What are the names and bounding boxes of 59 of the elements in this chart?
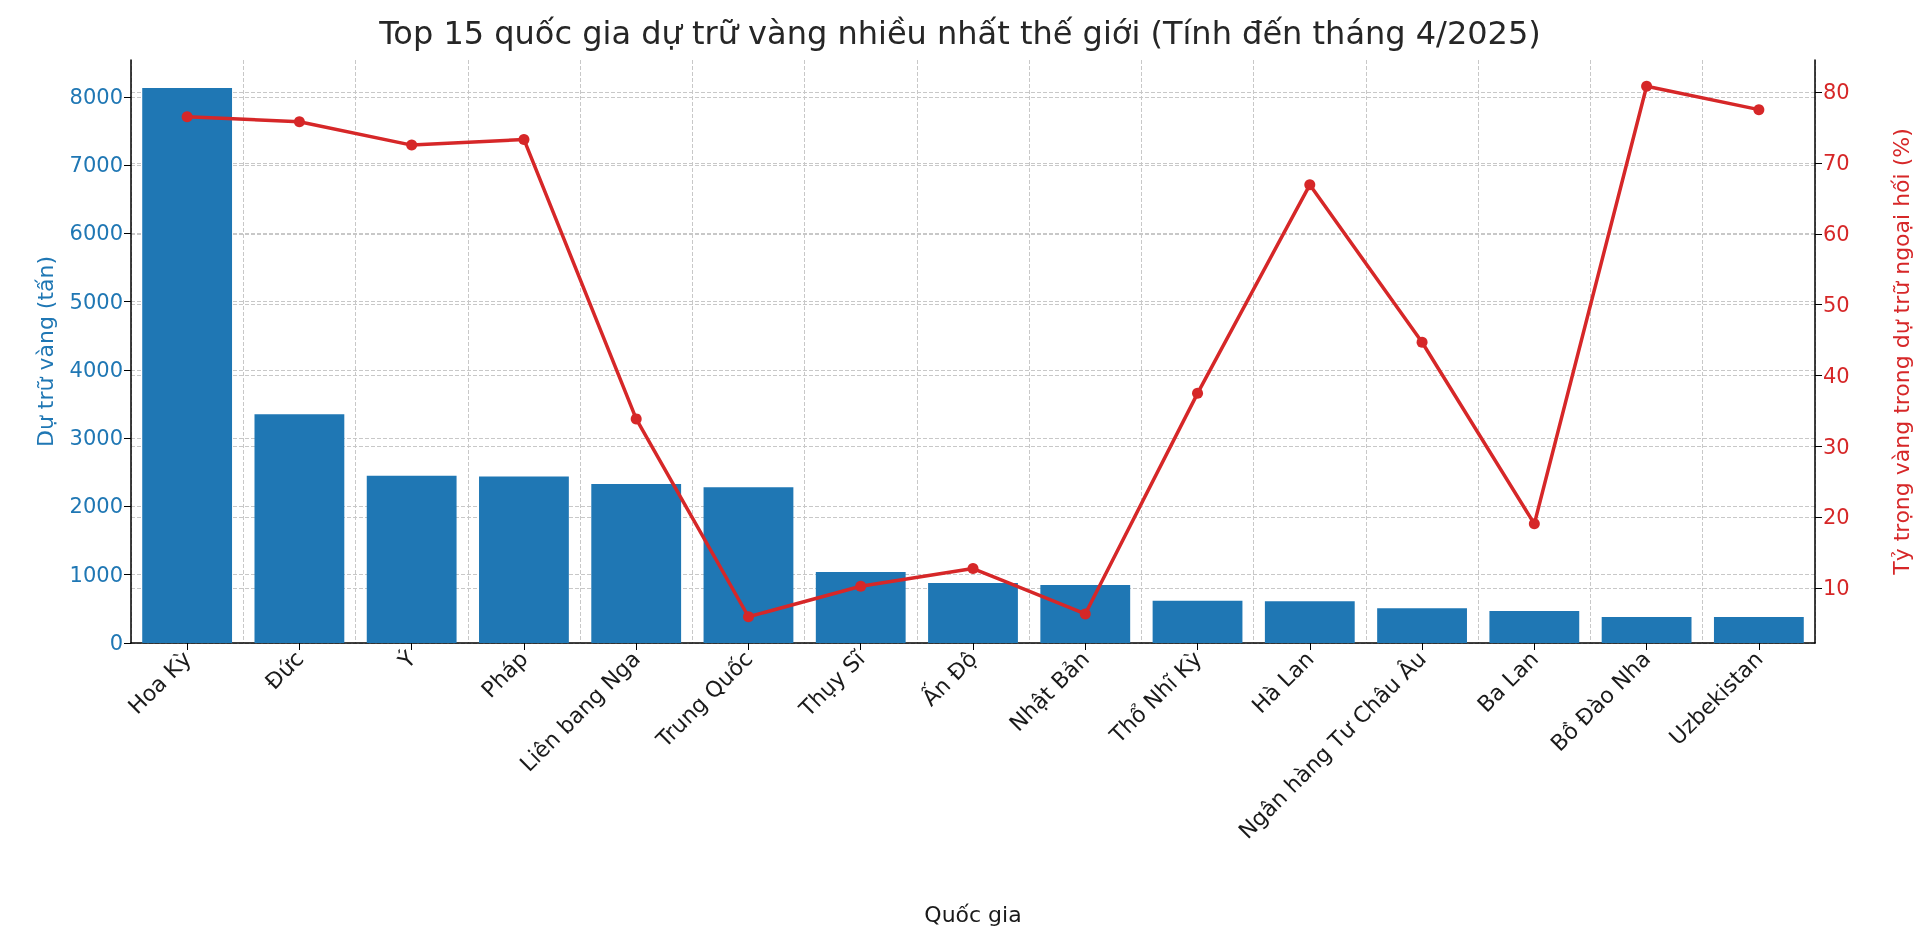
bar (1377, 608, 1467, 643)
y2-tick-label: 40 (1823, 363, 1850, 388)
bar (1601, 617, 1692, 643)
bar (366, 475, 457, 643)
point (1416, 336, 1428, 348)
y-tick-label: 6000 (69, 221, 123, 246)
bar (703, 487, 794, 643)
point (293, 116, 305, 128)
bar (142, 87, 233, 643)
y-tick-label: 1000 (69, 562, 123, 587)
point (406, 139, 418, 151)
point (630, 413, 642, 425)
y2-tick-label: 10 (1823, 576, 1850, 601)
bar (591, 483, 682, 643)
y-tick-label: 7000 (69, 153, 123, 178)
point (1528, 518, 1540, 530)
y2-tick-label: 30 (1823, 434, 1850, 459)
bar (815, 572, 906, 643)
y2-tick-label: 70 (1823, 150, 1850, 175)
bar (1040, 584, 1131, 643)
point (1753, 104, 1765, 116)
bar (1489, 610, 1580, 643)
point (518, 133, 530, 145)
bar (479, 476, 569, 643)
x-tick-label: Ý (392, 645, 421, 675)
y2-tick-label: 50 (1823, 292, 1850, 317)
x-tick-label: Bồ Đào Nha (1545, 646, 1656, 756)
y2-tick-label: 60 (1823, 221, 1850, 246)
x-tick-label: Đức (260, 646, 309, 695)
point (1079, 608, 1091, 620)
bar (1264, 601, 1355, 643)
y2-axis-title: Tỷ trọng vàng trong dự trữ ngoại hối (%) (1888, 128, 1914, 576)
point (742, 611, 754, 623)
x-tick-label: Ba Lan (1472, 646, 1544, 718)
x-tick-label: Hà Lan (1246, 646, 1319, 719)
y-tick-label: 2000 (69, 494, 123, 519)
y-tick-label: 0 (109, 631, 123, 655)
bar (1713, 617, 1804, 643)
x-tick-label: Ấn Độ (915, 644, 982, 711)
x-axis-title: Quốc gia (924, 901, 1022, 927)
bar (928, 582, 1018, 643)
y-tick-label: 5000 (69, 289, 123, 314)
y-tick-label: 3000 (69, 426, 123, 451)
point (855, 580, 867, 592)
y2-tick-label: 20 (1823, 505, 1850, 530)
y-tick-label: 4000 (69, 357, 123, 382)
y2-tick-label: 80 (1823, 79, 1850, 104)
point (1304, 179, 1316, 191)
point (181, 111, 193, 123)
point (967, 563, 979, 575)
x-tick-label: Thổ Nhĩ Kỳ (1104, 646, 1207, 749)
y-axis-title: Dự trữ vàng (tấn) (32, 255, 58, 448)
bar (254, 414, 345, 643)
chart-title: Top 15 quốc gia dự trữ vàng nhiều nhất thế giới (Tính đến tháng 4/2025) (378, 14, 1541, 52)
y-tick-label: 8000 (69, 84, 123, 109)
point (1192, 387, 1204, 399)
bar (1152, 600, 1243, 643)
point (1641, 80, 1653, 92)
x-tick-label: Hoa Kỳ (123, 646, 196, 719)
